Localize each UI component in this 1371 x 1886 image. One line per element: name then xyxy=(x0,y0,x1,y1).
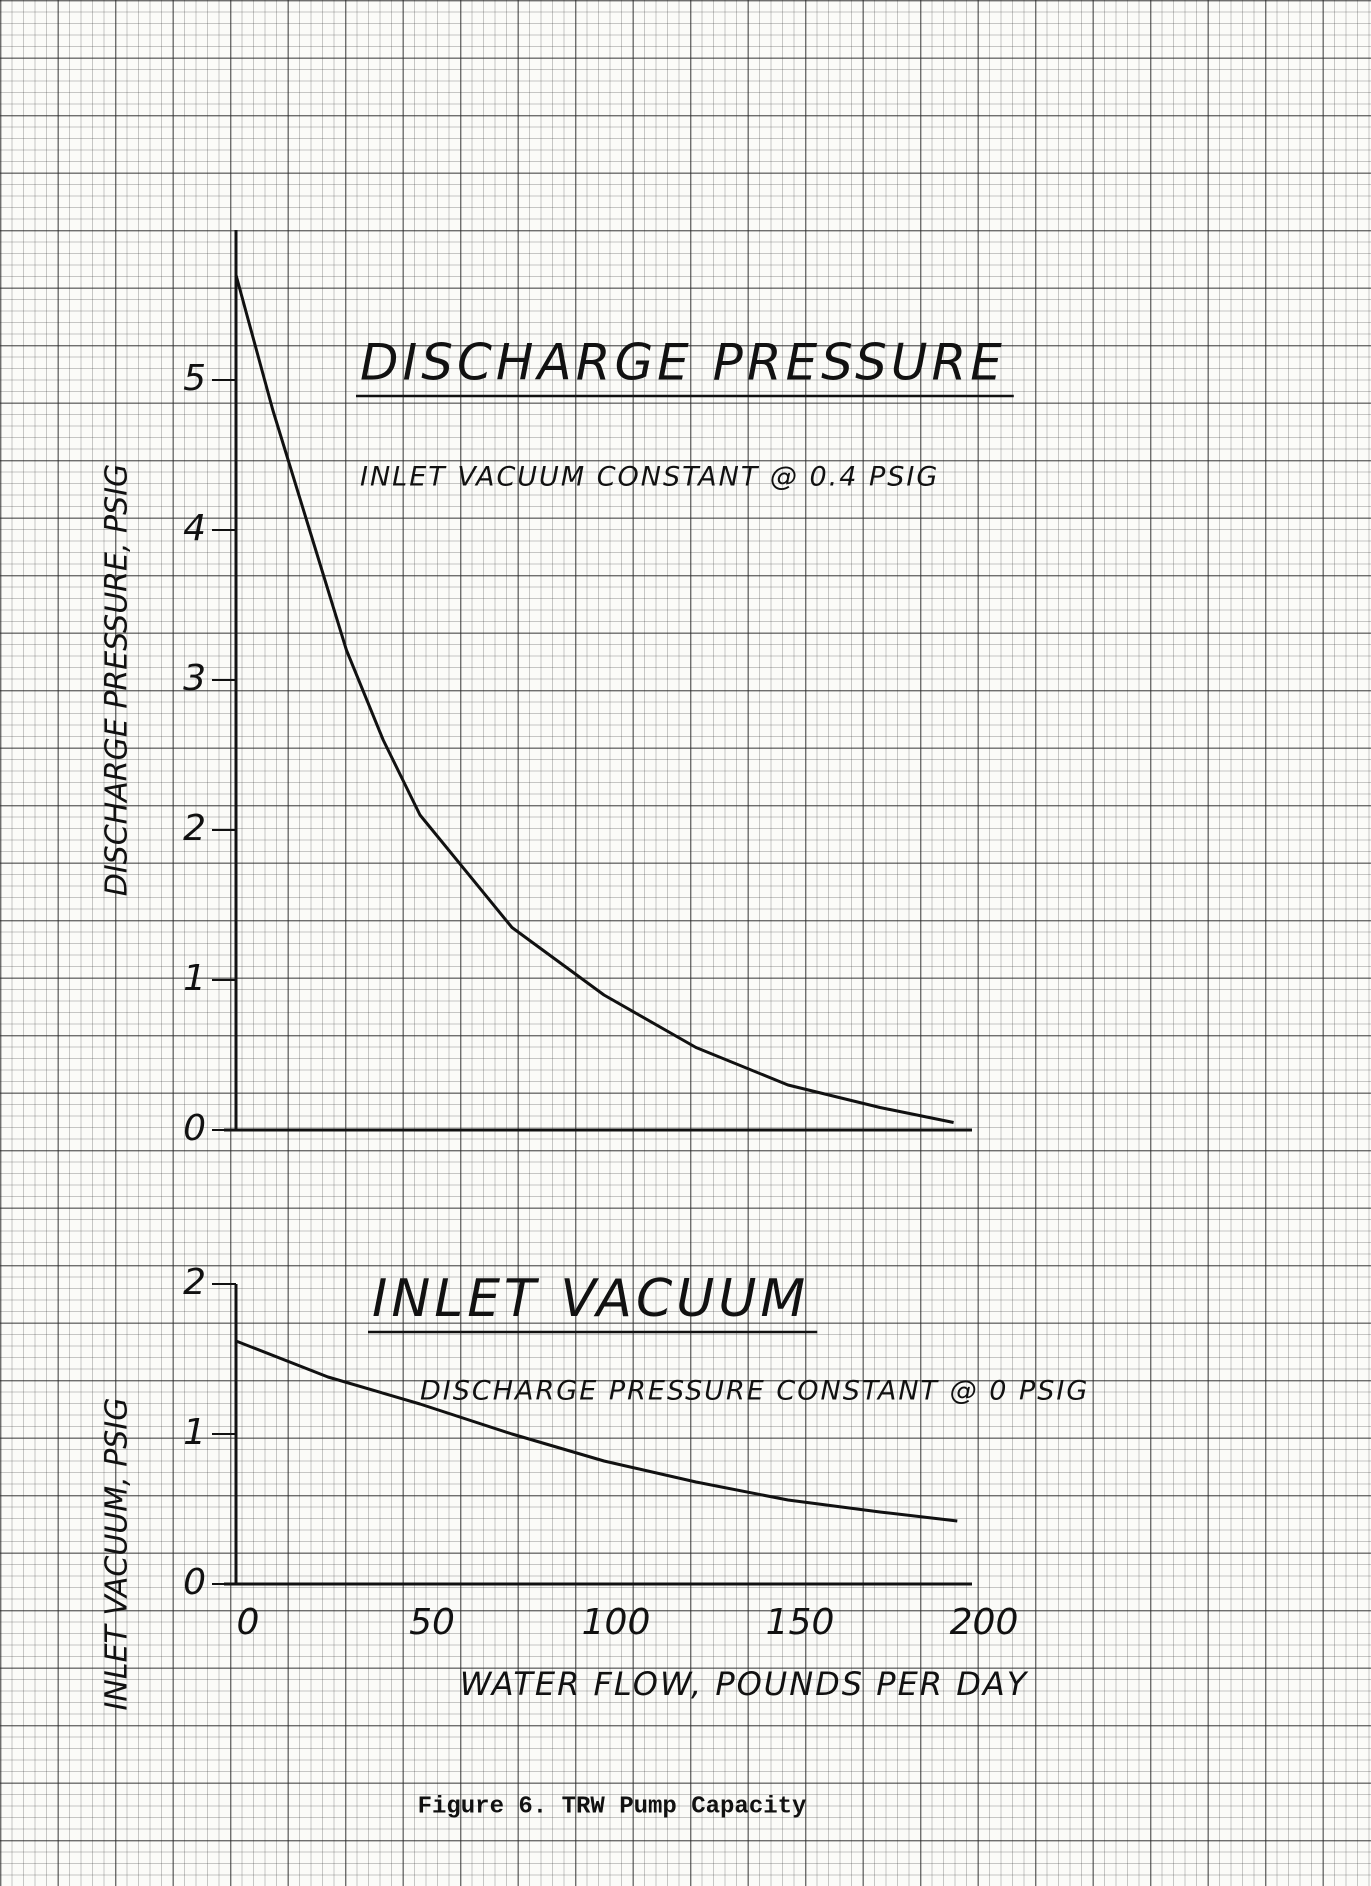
x-tick-label: 200 xyxy=(950,1602,1019,1643)
y-tick-label: 1 xyxy=(183,1412,206,1453)
chart-title: INLET VACUUM xyxy=(372,1269,809,1329)
x-tick-label: 50 xyxy=(409,1602,455,1643)
y-axis-label: INLET VACUUM, PSIG xyxy=(100,1398,135,1711)
chart-title: DISCHARGE PRESSURE xyxy=(360,334,1006,392)
y-tick-label: 2 xyxy=(183,808,206,849)
chart-subtitle: INLET VACUUM CONSTANT @ 0.4 PSIG xyxy=(360,462,939,493)
y-tick-label: 1 xyxy=(183,958,206,999)
caption: Figure 6. TRW Pump Capacity xyxy=(418,1793,807,1820)
y-tick-label: 3 xyxy=(183,658,206,699)
chart: Figure 6. TRW Pump Capacity DISCHARGE PR… xyxy=(0,0,1371,1886)
chart-subtitle: DISCHARGE PRESSURE CONSTANT @ 0 PSIG xyxy=(420,1376,1089,1407)
y-tick-label: 2 xyxy=(183,1262,206,1303)
x-tick-label: 150 xyxy=(766,1602,835,1643)
x-tick-label: 0 xyxy=(237,1602,260,1643)
y-tick-label: 5 xyxy=(183,358,206,399)
y-axis-label: DISCHARGE PRESSURE, PSIG xyxy=(100,464,135,897)
curve xyxy=(236,1341,957,1521)
x-axis-label: WATER FLOW, POUNDS PER DAY xyxy=(460,1665,1029,1703)
y-tick-label: 0 xyxy=(183,1108,206,1149)
x-tick-label: 100 xyxy=(582,1602,651,1643)
page: Figure 6. TRW Pump Capacity DISCHARGE PR… xyxy=(0,0,1371,1886)
y-tick-label: 4 xyxy=(183,508,206,549)
y-tick-label: 0 xyxy=(183,1562,206,1603)
curve xyxy=(236,275,954,1123)
